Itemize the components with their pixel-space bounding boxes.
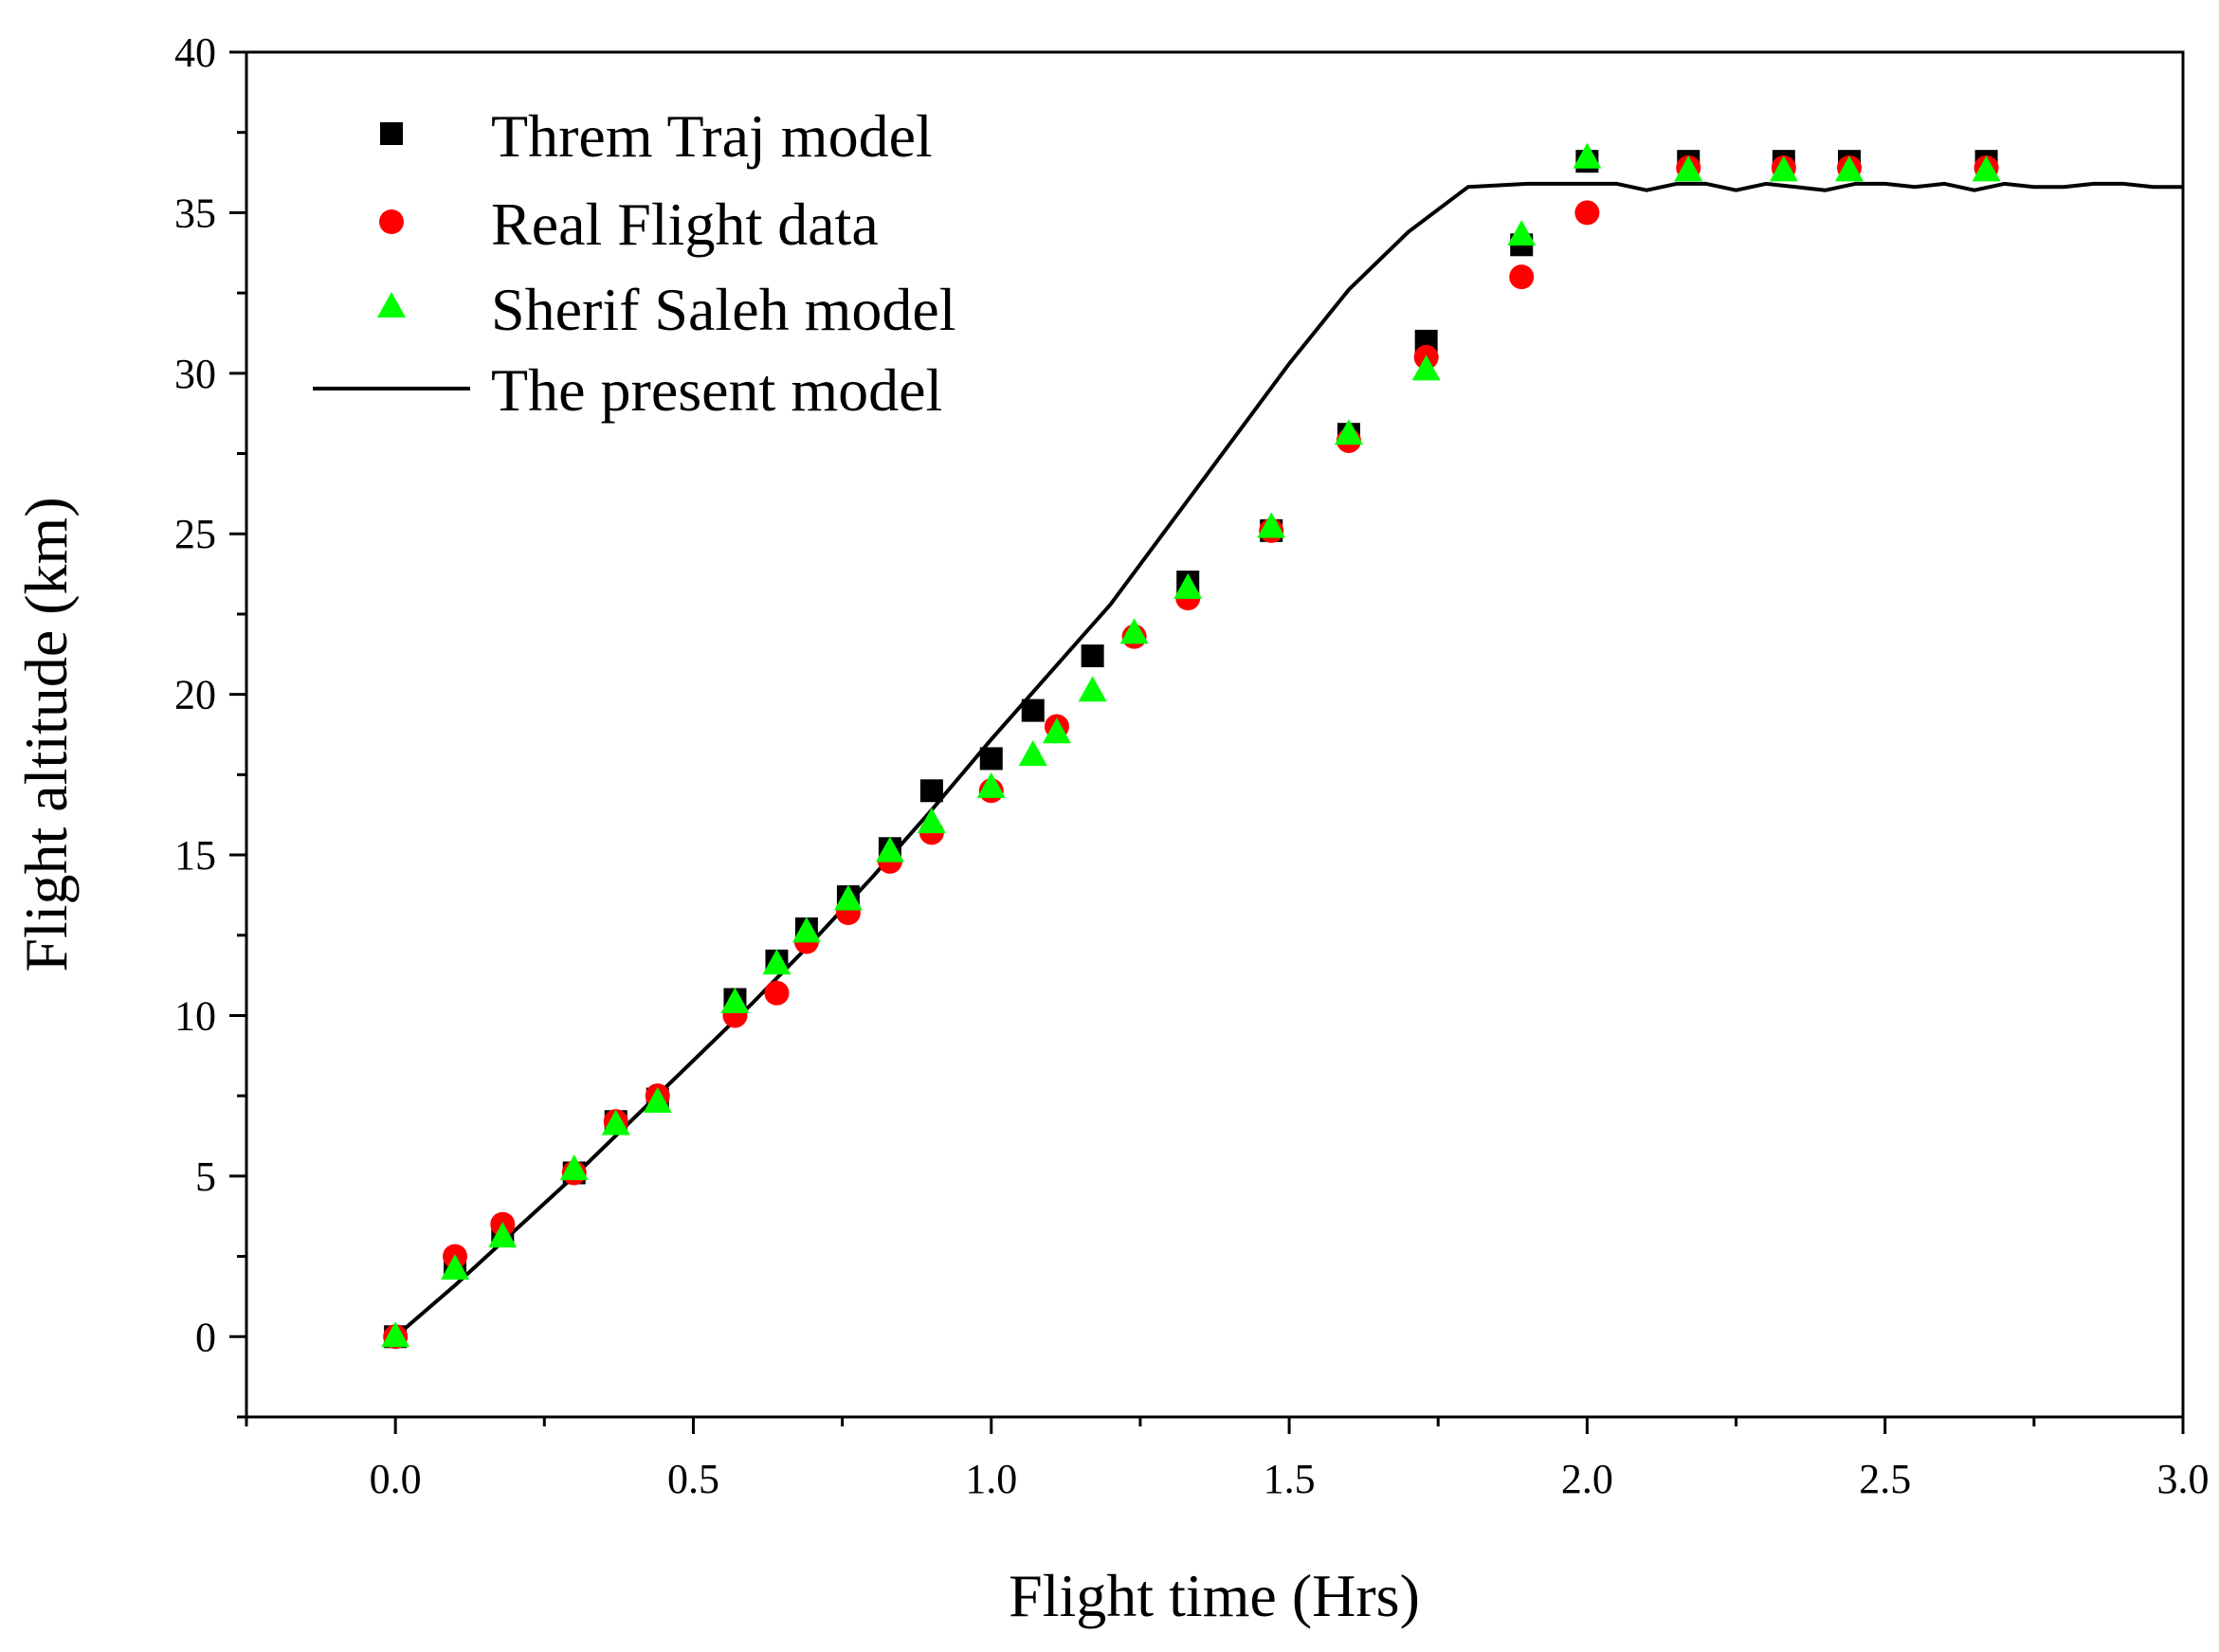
sherif-saleh-point	[601, 1109, 630, 1135]
x-tick-label: 3.0	[2157, 1456, 2210, 1502]
legend-label-real-flight: Real Flight data	[491, 191, 879, 258]
x-tick-label: 0.5	[667, 1456, 719, 1502]
sherif-saleh-point	[1972, 155, 2001, 182]
sherif-saleh-point	[976, 772, 1006, 798]
sherif-saleh-point	[441, 1254, 470, 1280]
legend-symbol-threm-traj	[380, 122, 403, 145]
legend-symbol-real-flight	[379, 209, 404, 234]
x-tick-label: 2.5	[1859, 1456, 1911, 1502]
sherif-saleh-point	[1411, 354, 1441, 381]
legend: Threm Traj model Real Flight data Sherif…	[313, 102, 956, 424]
sherif-saleh-point	[1334, 419, 1363, 445]
sherif-saleh-point	[559, 1154, 589, 1181]
plot-frame	[245, 50, 2185, 1419]
sherif-saleh-point	[720, 987, 750, 1013]
threm-traj-point	[1021, 699, 1045, 722]
sherif-saleh-point	[643, 1086, 672, 1113]
y-tick-label: 15	[174, 832, 216, 879]
y-tick-label: 5	[195, 1153, 216, 1200]
y-tick-label: 30	[174, 351, 216, 397]
legend-symbol-sherif-saleh	[377, 292, 406, 318]
y-axis-title: Flight altitude (km)	[12, 497, 80, 971]
sherif-saleh-point	[488, 1222, 518, 1248]
real-flight-point	[1509, 264, 1535, 290]
sherif-saleh-point	[1173, 572, 1203, 599]
legend-marker	[380, 122, 403, 145]
sherif-saleh-point	[1078, 676, 1107, 702]
sherif-saleh-point	[1769, 155, 1798, 182]
real-flight-point	[1574, 200, 1600, 226]
sherif-saleh-point	[762, 949, 791, 975]
legend-marker	[377, 292, 406, 318]
threm-traj-point	[1081, 644, 1104, 667]
x-tick-label: 1.0	[965, 1456, 1017, 1502]
sherif-saleh-point	[1042, 717, 1071, 744]
y-tick-label: 35	[174, 190, 216, 236]
x-axis-title: Flight time (Hrs)	[1009, 1562, 1420, 1629]
y-axis-ticks: 0 5 10 15 20 25 30 35 40	[174, 29, 246, 1419]
sherif-saleh-point	[875, 836, 904, 862]
y-tick-label: 0	[195, 1314, 216, 1360]
sherif-saleh-point	[1573, 142, 1602, 169]
sherif-saleh-point	[1018, 740, 1047, 767]
x-tick-label: 0.0	[370, 1456, 422, 1502]
present-model-line-group	[393, 181, 2183, 1338]
sherif-saleh-point	[1834, 155, 1864, 182]
threm-traj-point	[919, 779, 943, 803]
sherif-saleh-point	[791, 917, 821, 943]
legend-label-threm-traj: Threm Traj model	[491, 102, 933, 170]
legend-label-sherif-saleh: Sherif Saleh model	[491, 276, 956, 343]
sherif-saleh-point	[917, 808, 946, 834]
marker-series-group	[381, 142, 2001, 1350]
y-tick-label: 10	[174, 992, 216, 1039]
threm-traj-point	[979, 747, 1003, 771]
legend-label-present-model: The present model	[491, 356, 942, 424]
x-axis-ticks: 0.0 0.5 1.0 1.5 2.0 2.5 3.0	[245, 1417, 2210, 1502]
real-flight-point	[764, 980, 790, 1006]
legend-marker	[379, 209, 404, 234]
sherif-saleh-point	[1257, 512, 1286, 538]
y-tick-label: 20	[174, 672, 216, 718]
x-tick-label: 2.0	[1561, 1456, 1613, 1502]
y-tick-label: 25	[174, 511, 216, 557]
sherif-saleh-point	[1119, 618, 1149, 644]
sherif-saleh-point	[833, 884, 863, 911]
y-tick-label: 40	[174, 29, 216, 76]
sherif-saleh-point	[1507, 220, 1537, 246]
present-model-curve	[393, 181, 2183, 1338]
x-tick-label: 1.5	[1264, 1456, 1316, 1502]
sherif-saleh-point	[1674, 155, 1703, 182]
sherif-saleh-point	[381, 1321, 410, 1348]
